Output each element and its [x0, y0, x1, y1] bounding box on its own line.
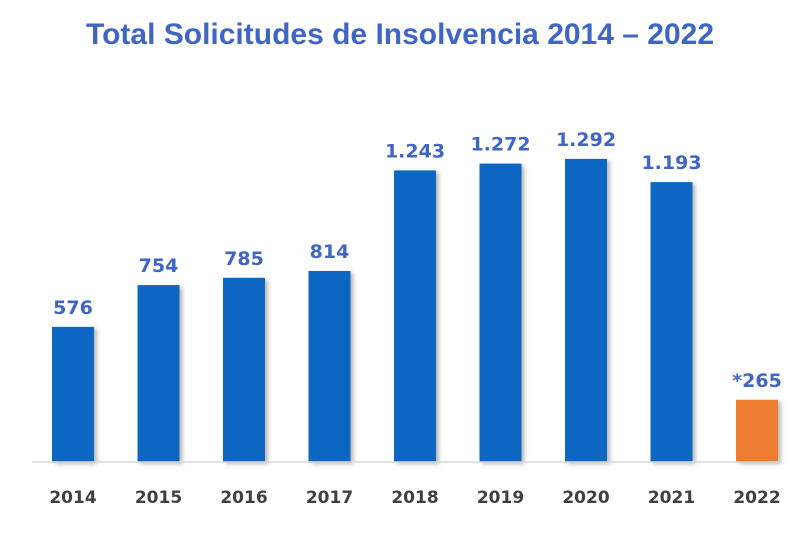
- x-tick-label-2017: 2017: [306, 488, 353, 508]
- x-tick-label-2015: 2015: [135, 488, 182, 508]
- bar-2021: [650, 182, 693, 462]
- chart-title: Total Solicitudes de Insolvencia 2014 – …: [85, 18, 715, 51]
- x-tick-label-2018: 2018: [391, 488, 438, 508]
- tick-labels-layer: 2014 2015 2016 2017 2018 2019 2020 2021 2022: [49, 488, 780, 508]
- bars-layer: [52, 158, 778, 462]
- bar-2017: [308, 271, 351, 462]
- bar-2015: [137, 285, 180, 462]
- x-tick-label-2016: 2016: [220, 488, 267, 508]
- x-tick-label-2022: 2022: [733, 488, 780, 508]
- value-label-2021: 1.193: [641, 152, 701, 174]
- value-label-2020: 1.292: [556, 129, 616, 151]
- value-label-2022: *265: [732, 370, 782, 392]
- value-labels-layer: 576 754 785 814 1.243 1.272 1.292 1.193 *265: [53, 129, 782, 392]
- x-tick-label-2021: 2021: [648, 488, 695, 508]
- bar-2022: [736, 399, 778, 462]
- value-label-2016: 785: [224, 248, 264, 270]
- value-label-2019: 1.272: [470, 134, 530, 156]
- value-label-2015: 754: [139, 255, 179, 277]
- x-tick-label-2019: 2019: [477, 488, 524, 508]
- bar-2016: [223, 277, 265, 462]
- bar-2019: [479, 163, 522, 462]
- bar-2020: [565, 158, 607, 462]
- x-tick-label-2014: 2014: [49, 488, 96, 508]
- value-label-2014: 576: [53, 297, 93, 319]
- bar-2014: [52, 326, 94, 462]
- value-label-2018: 1.243: [385, 140, 445, 162]
- x-tick-label-2020: 2020: [562, 488, 609, 508]
- value-label-2017: 814: [310, 241, 350, 263]
- bar-2018: [394, 170, 436, 462]
